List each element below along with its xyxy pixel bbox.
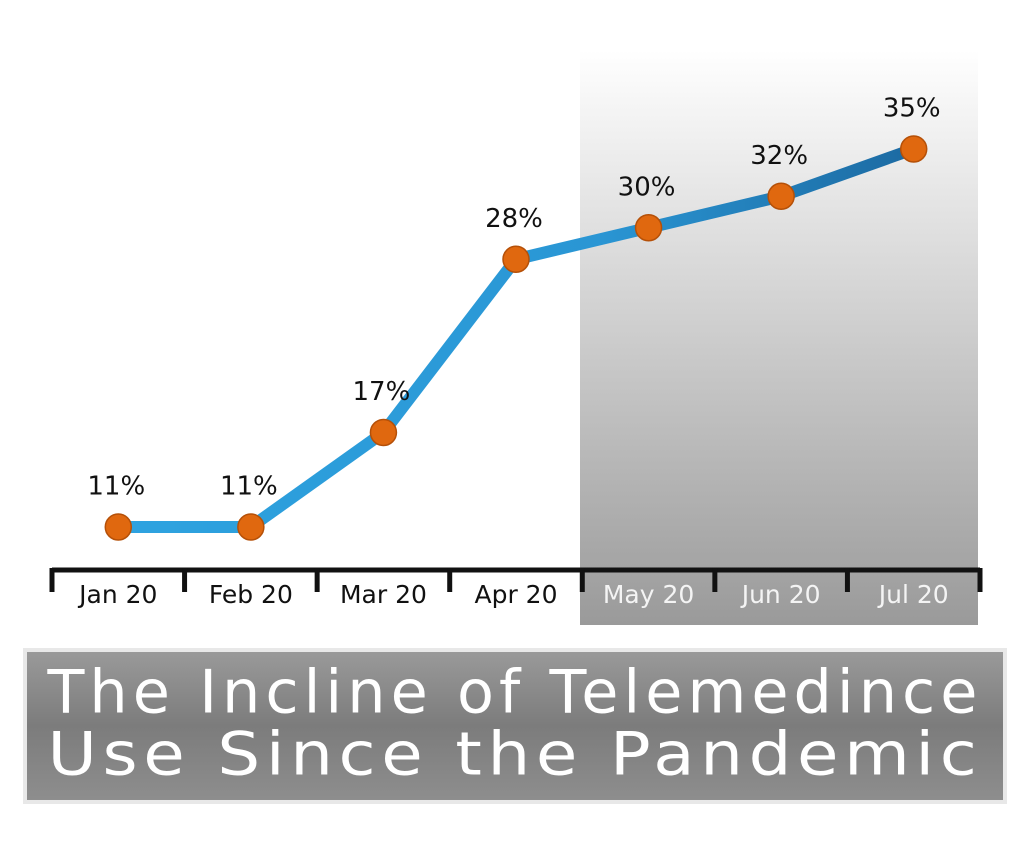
data-label: 17% bbox=[353, 377, 411, 407]
chart-title: The Incline of Telemedince bbox=[46, 658, 982, 728]
chart-title: Use Since the Pandemic bbox=[48, 720, 983, 790]
data-label: 35% bbox=[883, 94, 941, 124]
x-tick-label: Jun 20 bbox=[740, 580, 821, 609]
title-box bbox=[23, 648, 1007, 804]
x-tick-label: Jul 20 bbox=[877, 580, 949, 609]
data-label: 32% bbox=[750, 141, 808, 171]
point bbox=[369, 418, 398, 447]
data-label: 11% bbox=[87, 472, 145, 502]
point bbox=[634, 214, 663, 242]
x-tick-label: May 20 bbox=[603, 580, 694, 609]
point bbox=[104, 513, 133, 541]
point bbox=[237, 513, 265, 541]
point bbox=[899, 135, 928, 163]
x-tick-label: Mar 20 bbox=[340, 580, 427, 609]
data-label: 11% bbox=[220, 472, 278, 502]
x-tick-label: Jan 20 bbox=[77, 580, 157, 609]
point bbox=[502, 245, 530, 273]
point bbox=[767, 182, 795, 210]
data-label: 30% bbox=[618, 172, 676, 202]
data-label: 28% bbox=[485, 204, 543, 234]
x-tick-label: Feb 20 bbox=[209, 580, 293, 609]
x-tick-label: Apr 20 bbox=[474, 580, 557, 609]
